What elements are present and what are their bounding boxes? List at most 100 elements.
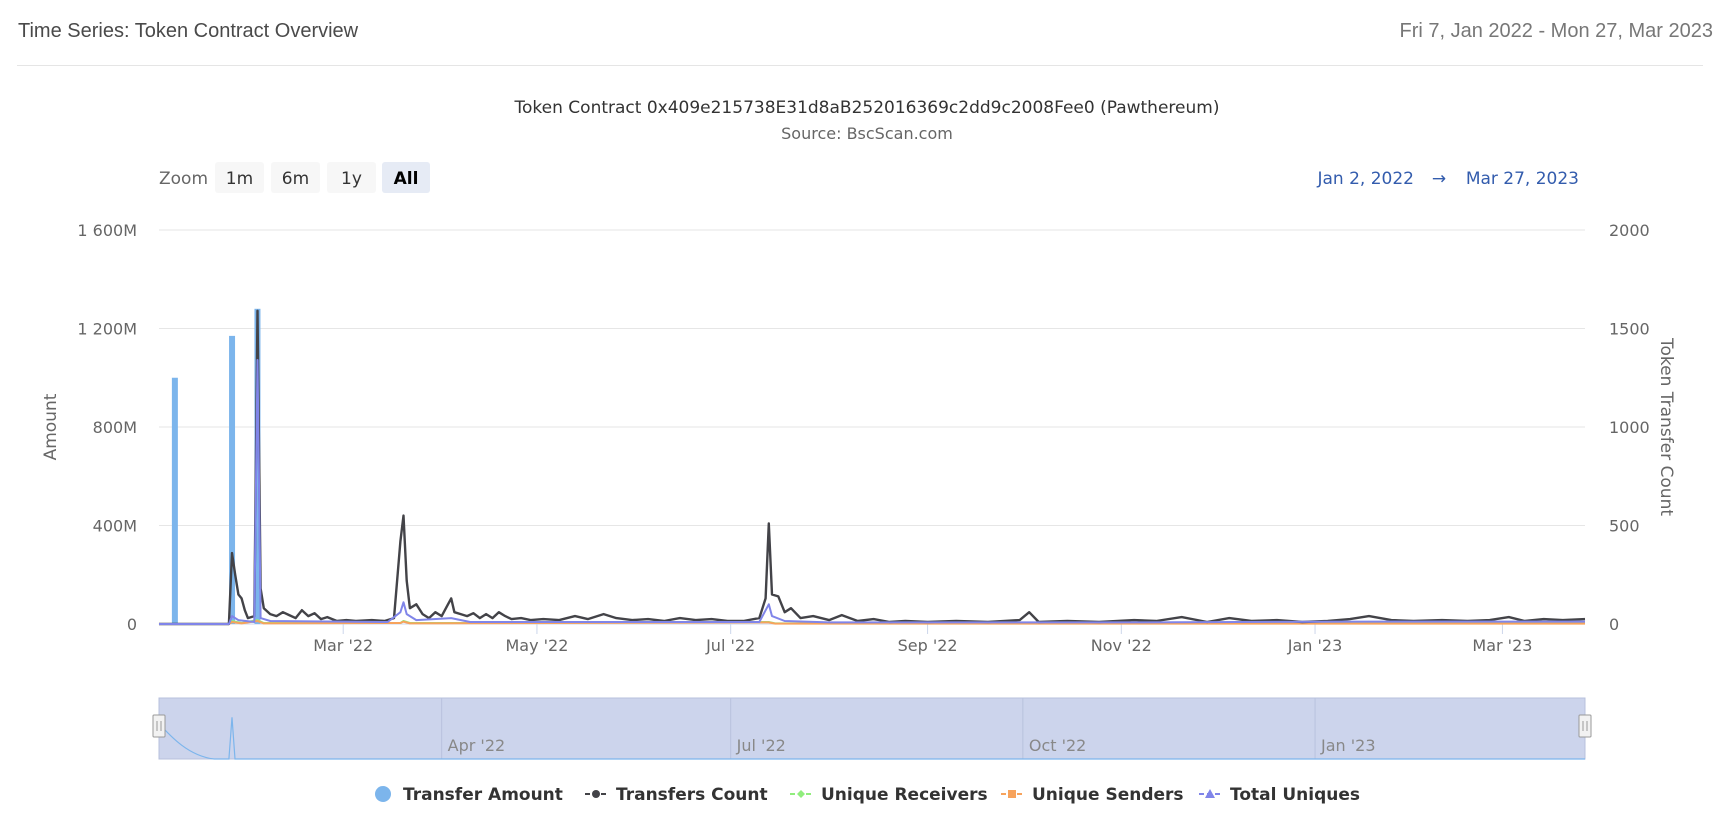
series-point[interactable] bbox=[529, 619, 531, 621]
zoom-button-all[interactable]: All bbox=[382, 162, 430, 193]
series-point[interactable] bbox=[1368, 620, 1370, 622]
series-point[interactable] bbox=[402, 620, 404, 622]
series-point[interactable] bbox=[421, 613, 423, 615]
series-point[interactable] bbox=[602, 613, 604, 615]
series-point[interactable] bbox=[764, 597, 766, 599]
series-point[interactable] bbox=[799, 617, 801, 619]
navigator-handle-left[interactable] bbox=[152, 714, 166, 738]
series-point[interactable] bbox=[872, 618, 874, 620]
series-point[interactable] bbox=[777, 595, 779, 597]
series-point[interactable] bbox=[415, 603, 417, 605]
navigator[interactable]: Apr '22 Jul '22 Oct '22 Jan '23 bbox=[152, 697, 1592, 760]
series-point[interactable] bbox=[326, 616, 328, 618]
series-point[interactable] bbox=[263, 622, 265, 624]
legend-item-transfer-amount[interactable]: Transfer Amount bbox=[375, 785, 563, 805]
series-point[interactable] bbox=[240, 597, 242, 599]
series-point[interactable] bbox=[710, 618, 712, 620]
series-point[interactable] bbox=[307, 615, 309, 617]
series-point[interactable] bbox=[768, 603, 770, 605]
series-point[interactable] bbox=[240, 622, 242, 624]
series-point[interactable] bbox=[402, 514, 404, 516]
series-point[interactable] bbox=[399, 540, 401, 542]
series-point[interactable] bbox=[237, 619, 239, 621]
series-point[interactable] bbox=[491, 617, 493, 619]
series-point[interactable] bbox=[247, 617, 249, 619]
legend-item-unique-receivers[interactable]: Unique Receivers bbox=[790, 785, 988, 805]
series-point[interactable] bbox=[542, 618, 544, 620]
series-point[interactable] bbox=[399, 611, 401, 613]
series-point[interactable] bbox=[263, 607, 265, 609]
series-point[interactable] bbox=[231, 615, 233, 617]
series-point[interactable] bbox=[259, 617, 261, 619]
zoom-button-1m[interactable]: 1m bbox=[215, 162, 264, 193]
series-point[interactable] bbox=[558, 619, 560, 621]
series-point[interactable] bbox=[1349, 618, 1351, 620]
zoom-button-6m[interactable]: 6m bbox=[271, 162, 320, 193]
series-point[interactable] bbox=[409, 607, 411, 609]
series-point[interactable] bbox=[695, 619, 697, 621]
series-point[interactable] bbox=[574, 615, 576, 617]
series-point[interactable] bbox=[269, 613, 271, 615]
series-point[interactable] bbox=[275, 615, 277, 617]
series-point[interactable] bbox=[768, 522, 770, 524]
series-point[interactable] bbox=[812, 615, 814, 617]
series-point[interactable] bbox=[320, 618, 322, 620]
series-line[interactable] bbox=[159, 620, 1585, 625]
series-point[interactable] bbox=[450, 617, 452, 619]
bar[interactable] bbox=[171, 377, 178, 624]
series-point[interactable] bbox=[774, 622, 776, 624]
series-point[interactable] bbox=[282, 611, 284, 613]
series-point[interactable] bbox=[256, 310, 258, 312]
series-line[interactable] bbox=[159, 359, 1585, 625]
legend-item-total-uniques[interactable]: Total Uniques bbox=[1199, 785, 1360, 805]
series-point[interactable] bbox=[1133, 619, 1135, 621]
series-point[interactable] bbox=[415, 619, 417, 621]
series-point[interactable] bbox=[399, 622, 401, 624]
series-point[interactable] bbox=[1368, 615, 1370, 617]
series-point[interactable] bbox=[771, 615, 773, 617]
series-point[interactable] bbox=[1584, 620, 1586, 622]
series-point[interactable] bbox=[237, 593, 239, 595]
plot-area[interactable] bbox=[158, 308, 1586, 626]
series-point[interactable] bbox=[447, 603, 449, 605]
series-point[interactable] bbox=[783, 620, 785, 622]
legend-item-unique-senders[interactable]: Unique Senders bbox=[1001, 785, 1184, 805]
series-point[interactable] bbox=[409, 622, 411, 624]
series-point[interactable] bbox=[498, 611, 500, 613]
series-point[interactable] bbox=[768, 621, 770, 623]
series-point[interactable] bbox=[253, 621, 255, 623]
series-point[interactable] bbox=[1018, 619, 1020, 621]
zoom-button-1y[interactable]: 1y bbox=[327, 162, 376, 193]
range-to-input[interactable]: Mar 27, 2023 bbox=[1466, 169, 1579, 189]
series-point[interactable] bbox=[1180, 616, 1182, 618]
series-point[interactable] bbox=[256, 359, 258, 361]
series-point[interactable] bbox=[790, 607, 792, 609]
series-point[interactable] bbox=[406, 579, 408, 581]
series-point[interactable] bbox=[1228, 617, 1230, 619]
series-point[interactable] bbox=[510, 618, 512, 620]
series-point[interactable] bbox=[460, 613, 462, 615]
series-point[interactable] bbox=[1543, 618, 1545, 620]
series-point[interactable] bbox=[631, 619, 633, 621]
series-point[interactable] bbox=[783, 611, 785, 613]
series-point[interactable] bbox=[269, 620, 271, 622]
series-point[interactable] bbox=[228, 623, 230, 625]
series-point[interactable] bbox=[1508, 616, 1510, 618]
series-point[interactable] bbox=[402, 601, 404, 603]
series-point[interactable] bbox=[479, 617, 481, 619]
series-point[interactable] bbox=[828, 619, 830, 621]
series-point[interactable] bbox=[1584, 618, 1586, 620]
series-point[interactable] bbox=[485, 613, 487, 615]
series-point[interactable] bbox=[453, 611, 455, 613]
series-point[interactable] bbox=[231, 552, 233, 554]
series-line[interactable] bbox=[159, 309, 1586, 626]
legend-item-transfers-count[interactable]: Transfers Count bbox=[585, 785, 768, 805]
navigator-handle-right[interactable] bbox=[1578, 714, 1592, 738]
series-point[interactable] bbox=[587, 618, 589, 620]
series-point[interactable] bbox=[520, 617, 522, 619]
series-point[interactable] bbox=[288, 614, 290, 616]
series-point[interactable] bbox=[294, 617, 296, 619]
series-point[interactable] bbox=[313, 612, 315, 614]
series-point[interactable] bbox=[758, 621, 760, 623]
series-point[interactable] bbox=[256, 620, 258, 622]
